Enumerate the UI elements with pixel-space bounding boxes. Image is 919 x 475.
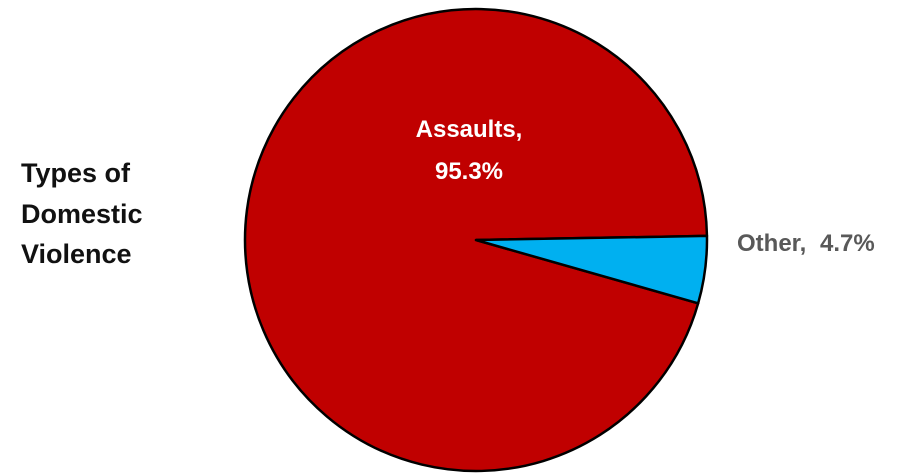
chart-title: Types of Domestic Violence bbox=[21, 153, 221, 275]
slice-label-other-name: Other, bbox=[737, 230, 806, 257]
slice-label-other: Other, 4.7% bbox=[737, 230, 875, 257]
slice-label-assaults-value: 95.3% bbox=[435, 158, 503, 185]
chart-title-line-2: Domestic bbox=[21, 198, 143, 229]
pie-slice-other bbox=[474, 234, 709, 305]
chart-title-line-1: Types of bbox=[21, 158, 131, 188]
slice-label-other-value: 4.7% bbox=[820, 230, 875, 257]
chart-title-line-3: Violence bbox=[21, 239, 132, 269]
slice-label-assaults-name: Assaults, bbox=[416, 116, 523, 143]
